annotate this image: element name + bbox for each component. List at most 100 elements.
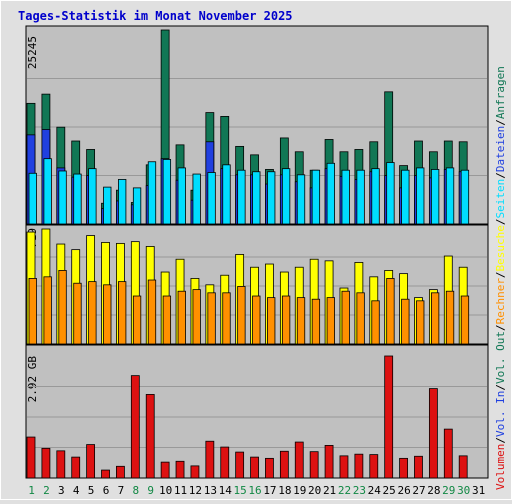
volumen-bar-day-19: [294, 441, 304, 479]
rechner-bar-day-25: [386, 278, 395, 345]
volumen-bar-day-12: [190, 465, 200, 479]
day-tick-label: 3: [58, 484, 65, 497]
volumen-bar-day-21: [324, 445, 334, 479]
day-tick-label: 30: [457, 484, 470, 497]
legend-item: Volumen: [494, 444, 507, 490]
day-tick-label: 1: [28, 484, 35, 497]
legend-item: Besuche: [494, 225, 507, 271]
legend-item: Vol. Out: [494, 331, 507, 384]
rechner-bar-day-10: [162, 295, 172, 345]
bars-layer: [26, 29, 487, 479]
day-tick-labels: 1 2 3 4 5 6 7 8 9 10 11 12 13 14 15 16 17 18 19 20 21 22 23 24 2…: [28, 484, 485, 497]
rechner-bar-day-5: [88, 281, 97, 345]
day-tick-label: 12: [189, 484, 202, 497]
legend-item: Dateien: [494, 126, 507, 172]
rechner-bar-day-4: [73, 282, 82, 345]
volumen-bar-day-4: [71, 456, 81, 479]
seiten-bar-day-23: [356, 169, 365, 225]
seiten-bar-day-4: [73, 173, 82, 225]
legend-item: Seiten: [494, 179, 507, 219]
day-tick-label: 29: [442, 484, 455, 497]
day-tick-label: 14: [219, 484, 233, 497]
day-tick-label: 31: [472, 484, 485, 497]
volumen-bar-day-26: [399, 457, 408, 479]
rechner-bar-day-8: [132, 295, 142, 345]
volumen-bar-day-29: [443, 428, 453, 479]
day-tick-label: 13: [204, 484, 217, 497]
day-tick-label: 22: [338, 484, 351, 497]
volumen-bar-day-28: [428, 388, 438, 479]
day-tick-label: 25: [383, 484, 396, 497]
seiten-bar-day-26: [401, 169, 410, 225]
legend-separator: /: [494, 119, 507, 126]
rechner-bar-day-13: [207, 292, 216, 345]
legend-separator: /: [494, 172, 507, 179]
seiten-bar-day-19: [296, 174, 306, 225]
volumen-bar-day-20: [309, 451, 319, 479]
day-tick-label: 19: [293, 484, 306, 497]
volumen-bar-day-1: [26, 436, 36, 479]
rechner-bar-day-11: [177, 290, 186, 345]
day-tick-label: 4: [73, 484, 80, 497]
day-tick-label: 28: [427, 484, 440, 497]
volumen-bar-day-8: [130, 375, 140, 479]
day-tick-label: 5: [88, 484, 95, 497]
rechner-bar-day-30: [460, 295, 470, 345]
volumen-bar-day-17: [265, 457, 274, 479]
panel-bottom-background: [25, 344, 489, 479]
day-tick-label: 2: [43, 484, 50, 497]
volumen-bar-day-18: [279, 450, 289, 479]
day-tick-label: 17: [263, 484, 276, 497]
rechner-bar-day-7: [118, 281, 127, 345]
day-tick-label: 27: [412, 484, 425, 497]
volumen-bar-day-23: [354, 453, 364, 479]
seiten-bar-day-2: [43, 158, 52, 225]
volumen-bar-day-22: [339, 455, 349, 479]
seiten-bar-day-21: [326, 162, 335, 225]
seiten-bar-day-5: [88, 168, 97, 225]
seiten-bar-day-10: [162, 159, 172, 225]
volumen-bar-day-16: [250, 456, 259, 479]
rechner-bar-day-29: [445, 290, 455, 345]
rechner-bar-day-12: [192, 289, 201, 345]
volumen-bar-day-25: [384, 355, 394, 479]
seiten-bar-day-8: [132, 187, 142, 225]
volumen-bar-day-3: [56, 450, 66, 479]
rechner-bar-day-22: [341, 290, 350, 345]
volumen-bar-day-5: [86, 444, 96, 479]
rechner-bar-day-20: [311, 298, 321, 345]
day-tick-label: 20: [308, 484, 321, 497]
seiten-bar-day-25: [386, 162, 395, 225]
rechner-bar-day-15: [237, 286, 246, 345]
legend-item: Vol. In: [494, 391, 507, 437]
vertical-legend: Volumen/Vol. In/Vol. Out/Rechner/Besuche…: [494, 66, 507, 490]
day-tick-label: 11: [174, 484, 187, 497]
volumen-bar-day-30: [458, 455, 468, 479]
day-tick-label: 9: [147, 484, 154, 497]
rechner-bar-day-19: [296, 297, 306, 345]
legend-separator: /: [494, 218, 507, 225]
panel-bottom: 2.92 GB: [25, 344, 489, 479]
rechner-bar-day-14: [222, 292, 231, 345]
rechner-bar-day-24: [371, 300, 380, 345]
day-tick-label: 8: [133, 484, 140, 497]
seiten-bar-day-6: [103, 186, 112, 225]
seiten-bar-day-16: [252, 171, 261, 225]
rechner-bar-day-2: [43, 276, 52, 345]
day-tick-label: 23: [353, 484, 366, 497]
rechner-bar-day-23: [356, 292, 365, 345]
legend-separator: /: [494, 271, 507, 278]
rechner-bar-day-18: [281, 295, 291, 345]
volumen-bar-day-6: [101, 469, 110, 479]
volumen-bar-day-15: [235, 451, 245, 479]
top-axis-max-label: 25245: [26, 36, 39, 69]
legend-separator: /: [494, 384, 507, 391]
day-tick-label: 10: [159, 484, 172, 497]
seiten-bar-day-27: [416, 167, 425, 225]
seiten-bar-day-18: [281, 168, 291, 225]
seiten-bar-day-12: [192, 173, 201, 225]
rechner-bar-day-28: [430, 292, 440, 345]
rechner-bar-day-17: [267, 297, 276, 345]
